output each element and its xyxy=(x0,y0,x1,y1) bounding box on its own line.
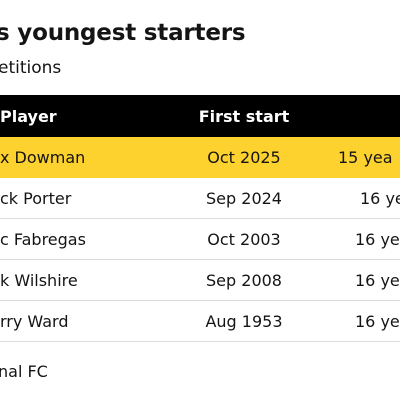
player-age: 15 yea xyxy=(338,147,393,167)
table-row: x Dowman Oct 2025 15 yea xyxy=(0,137,400,178)
player-name: x Dowman xyxy=(0,147,86,167)
table-row: ck Porter Sep 2024 16 ye xyxy=(0,178,400,219)
header-first-start: First start xyxy=(198,106,290,126)
table-row: c Fabregas Oct 2003 16 yea xyxy=(0,219,400,260)
first-start-date: Oct 2025 xyxy=(207,147,281,167)
player-name: rry Ward xyxy=(0,311,69,331)
player-age: 16 yea xyxy=(355,311,400,331)
graphic-subtitle: etitions xyxy=(0,58,62,78)
player-age: 16 ye xyxy=(360,188,400,208)
first-start-date: Oct 2003 xyxy=(207,229,281,249)
table-row: rry Ward Aug 1953 16 yea xyxy=(0,301,400,342)
player-name: k Wilshire xyxy=(0,270,78,290)
table-header: Player First start xyxy=(0,95,400,137)
graphic-title: s youngest starters xyxy=(0,20,246,46)
player-name: c Fabregas xyxy=(0,229,86,249)
player-age: 16 yea xyxy=(355,270,400,290)
player-name: ck Porter xyxy=(0,188,72,208)
first-start-date: Sep 2008 xyxy=(206,270,282,290)
source-credit: nal FC xyxy=(0,362,48,381)
player-age: 16 yea xyxy=(355,229,400,249)
first-start-date: Aug 1953 xyxy=(205,311,283,331)
first-start-date: Sep 2024 xyxy=(206,188,282,208)
header-player: Player xyxy=(0,106,57,126)
table-row: k Wilshire Sep 2008 16 yea xyxy=(0,260,400,301)
starters-table: Player First start x Dowman Oct 2025 15 … xyxy=(0,95,400,342)
